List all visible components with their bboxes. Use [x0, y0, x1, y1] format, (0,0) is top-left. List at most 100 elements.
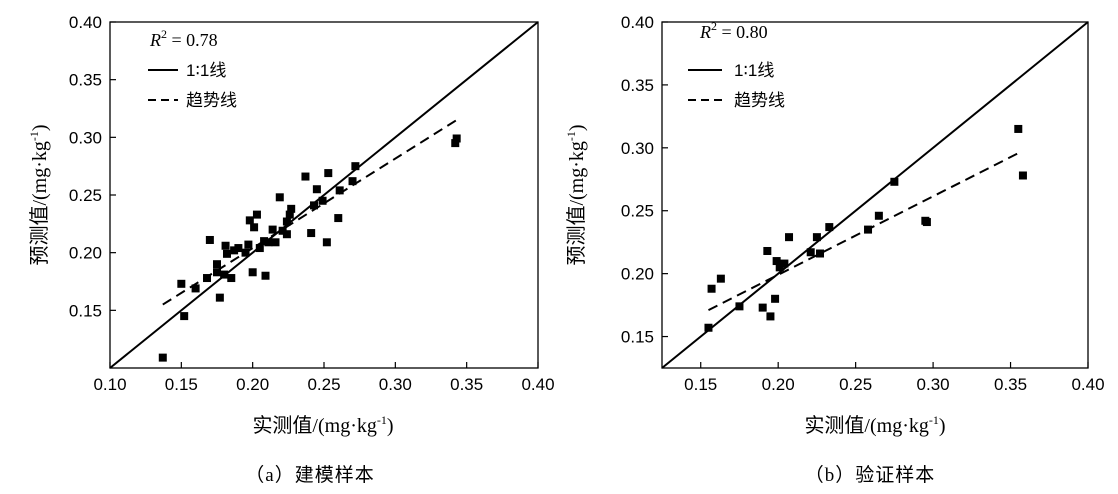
panel-b-legend-one-to-one: 1∶1线	[734, 61, 774, 80]
panel-a-data-point	[255, 244, 264, 253]
panel-a-ytick-label: 0.20	[69, 244, 102, 263]
panel-a-ytick-label: 0.40	[69, 13, 102, 32]
panel-a-data-point	[264, 238, 273, 247]
panel-b-data-point	[890, 177, 899, 186]
panel-b-ticks: 0.15 0.20 0.25 0.30 0.35 0.40 0.15 0.20 0.25 0.30…	[621, 13, 1105, 394]
panel-a-data-point	[241, 248, 250, 257]
panel-a-data-point	[287, 204, 296, 213]
panel-a-data-point	[213, 260, 221, 269]
panel-a-data-point	[250, 223, 259, 232]
panel-a-data-point	[318, 196, 327, 205]
panel-b-ytick-label: 0.20	[621, 265, 654, 284]
panel-b-xlabel-sup: -1	[929, 413, 939, 427]
panel-a-data-point	[215, 293, 224, 302]
panel-a-data-point	[234, 244, 243, 253]
panel-b-data-point	[704, 323, 713, 332]
panel-b-xlabel: 实测值/(mg·kg-1)	[804, 413, 945, 437]
panel-b-data-point	[763, 246, 772, 255]
panel-a-ytick-label: 0.35	[69, 71, 102, 90]
panel-a: 0.10 0.15 0.20 0.25 0.30 0.35 0.40 0.15 0.20 0.25…	[27, 13, 555, 486]
panel-a-data-point	[248, 268, 257, 277]
panel-b-data-point	[864, 225, 873, 234]
panel-a-data-point	[310, 201, 319, 210]
panel-b-xlabel-close: )	[939, 415, 946, 437]
panel-b-data-point	[716, 274, 725, 283]
panel-a-data-point	[452, 134, 461, 143]
panel-a-ytick-label: 0.15	[69, 301, 102, 320]
panel-a-data-point	[205, 235, 214, 244]
panel-a-legend: 1∶1线 趋势线	[148, 61, 237, 110]
panel-b-trend-line	[708, 150, 1022, 312]
panel-b-data-point	[812, 233, 821, 242]
panel-b-xtick-label: 0.15	[684, 375, 717, 394]
panel-a-data-point	[268, 225, 277, 234]
panel-a-data-point	[220, 270, 229, 279]
panel-b-legend-trend: 趋势线	[734, 91, 785, 110]
panel-a-data-point	[275, 193, 284, 202]
panel-a-ticks: 0.10 0.15 0.20 0.25 0.30 0.35 0.40 0.15 0.20 0.25…	[69, 13, 555, 394]
panel-b-data-point	[758, 303, 767, 312]
panel-b-data-point	[806, 248, 815, 257]
panel-a-data-point	[351, 162, 360, 171]
panel-b-one-to-one-line	[661, 21, 1089, 369]
panel-b-xtick-label: 0.35	[994, 375, 1027, 394]
panel-a-data-point	[324, 169, 333, 178]
panel-a-data-point	[227, 274, 236, 283]
panel-a-data-point	[312, 185, 321, 194]
panel-b: 0.15 0.20 0.25 0.30 0.35 0.40 0.15 0.20 0.25 0.30…	[564, 13, 1105, 486]
panel-a-caption: （a）建模样本	[245, 464, 374, 486]
panel-a-xtick-label: 0.35	[450, 375, 483, 394]
panel-a-data-point	[261, 271, 270, 280]
panel-a-data-point	[180, 312, 189, 321]
panel-a-legend-trend: 趋势线	[186, 91, 237, 110]
panel-a-xlabel-close: )	[387, 415, 394, 437]
panel-a-ytick-label: 0.30	[69, 128, 102, 147]
panel-b-legend: 1∶1线 趋势线	[688, 61, 785, 110]
panel-b-data-point	[775, 263, 784, 272]
panel-a-data-point	[307, 229, 316, 238]
panel-a-points	[158, 134, 461, 362]
panel-b-data-point	[766, 312, 775, 321]
panel-b-lines	[661, 21, 1089, 369]
panel-b-ytick-label: 0.15	[621, 328, 654, 347]
panel-a-data-point	[260, 237, 269, 246]
panel-a-r2-symbol: R	[149, 30, 161, 50]
panel-b-data-point	[922, 218, 931, 227]
panel-a-r2-text: R2 = 0.78	[149, 27, 218, 50]
panel-b-data-point	[825, 223, 834, 232]
panel-a-legend-one-to-one: 1∶1线	[186, 61, 226, 80]
panel-b-data-point	[816, 249, 825, 258]
panel-b-xtick-label: 0.30	[917, 375, 950, 394]
panel-b-plot-frame	[661, 21, 1089, 369]
panel-a-data-point	[278, 226, 287, 235]
panel-a-xtick-label: 0.30	[379, 375, 412, 394]
panel-b-ylabel-close: )	[566, 124, 588, 131]
panel-a-data-point	[282, 217, 291, 226]
panel-a-data-point	[282, 230, 291, 239]
panel-b-data-point	[874, 211, 883, 220]
panel-b-r2-sup: 2	[711, 19, 717, 33]
panel-b-data-point	[1018, 171, 1027, 180]
panel-b-xlabel-main: 实测值/(mg·kg	[804, 414, 928, 437]
panel-a-ylabel-main: 预测值/(mg·kg	[28, 141, 51, 265]
panel-a-data-point	[177, 279, 186, 288]
panel-a-one-to-one-line	[109, 21, 539, 369]
panel-b-data-point	[1014, 124, 1023, 133]
panel-b-data-point	[772, 257, 781, 266]
panel-a-xtick-label: 0.10	[93, 375, 126, 394]
panel-b-data-point	[735, 302, 744, 311]
panel-a-data-point	[252, 210, 261, 219]
panel-a-data-point	[271, 238, 280, 247]
panel-b-data-point	[771, 294, 780, 303]
panel-a-data-point	[451, 139, 460, 148]
panel-a-data-point	[244, 240, 253, 249]
panel-b-data-point	[707, 284, 716, 293]
panel-a-data-point	[203, 274, 212, 283]
panel-a-xlabel: 实测值/(mg·kg-1)	[252, 413, 393, 437]
panel-b-ylabel: 预测值/(mg·kg-1)	[564, 124, 588, 265]
panel-a-r2-sup: 2	[161, 27, 167, 41]
panel-b-ytick-label: 0.35	[621, 76, 654, 95]
panel-a-data-point	[213, 268, 221, 277]
panel-a-xtick-label: 0.25	[307, 375, 340, 394]
